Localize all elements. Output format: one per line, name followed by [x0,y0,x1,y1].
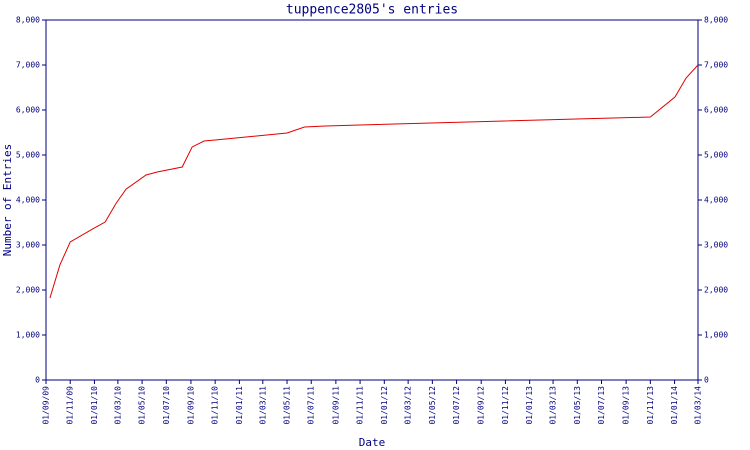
x-axis-label: Date [359,436,386,449]
x-tick-label: 01/09/09 [42,386,51,425]
y-tick-label: 6,000 [16,106,40,115]
y2-tick-label: 4,000 [704,196,728,205]
x-tick-label: 01/09/12 [477,386,486,425]
y-tick-label: 3,000 [16,241,40,250]
chart-title: tuppence2805's entries [286,3,458,18]
y2-tick-label: 2,000 [704,286,728,295]
y2-tick-label: 1,000 [704,331,728,340]
y-tick-label: 4,000 [16,196,40,205]
y2-tick-label: 8,000 [704,16,728,25]
data-line [49,64,699,299]
y-tick-label: 0 [35,376,40,385]
x-tick-label: 01/03/12 [404,386,413,425]
y-tick-label: 5,000 [16,151,40,160]
y2-tick-label: 7,000 [704,61,728,70]
y-tick-label: 8,000 [16,16,40,25]
x-tick-label: 01/01/10 [90,386,99,425]
x-tick-label: 01/01/11 [235,386,244,425]
x-tick-label: 01/09/11 [331,386,340,425]
y-tick-label: 1,000 [16,331,40,340]
x-tick-label: 01/11/12 [501,386,510,425]
x-tick-label: 01/01/13 [525,386,534,425]
y2-tick-label: 0 [704,376,709,385]
x-tick-label: 01/11/10 [211,386,220,425]
x-tick-label: 01/07/13 [597,386,606,425]
x-tick-label: 01/03/10 [113,386,122,425]
x-tick-label: 01/03/13 [549,386,558,425]
plot-frame [45,19,699,381]
y-axis-label: Number of Entries [1,144,14,257]
x-tick-label: 01/07/12 [452,386,461,425]
x-tick-label: 01/05/11 [283,386,292,425]
y-tick-label: 7,000 [16,61,40,70]
y2-tick-label: 6,000 [704,106,728,115]
x-tick-label: 01/03/11 [258,386,267,425]
x-tick-label: 01/09/10 [186,386,195,425]
x-tick-label: 01/01/14 [670,386,679,425]
y2-tick-label: 5,000 [704,151,728,160]
x-tick-label: 01/11/13 [646,386,655,425]
x-tick-label: 01/05/13 [573,386,582,425]
x-tick-label: 01/11/09 [66,386,75,425]
x-tick-label: 01/09/13 [622,386,631,425]
y-tick-label: 2,000 [16,286,40,295]
x-tick-label: 01/03/14 [694,386,703,425]
x-tick-label: 01/05/10 [138,386,147,425]
y2-tick-label: 3,000 [704,241,728,250]
x-tick-label: 01/05/12 [428,386,437,425]
x-tick-label: 01/07/10 [162,386,171,425]
x-tick-label: 01/11/11 [356,386,365,425]
x-tick-label: 01/07/11 [307,386,316,425]
x-tick-label: 01/01/12 [380,386,389,425]
